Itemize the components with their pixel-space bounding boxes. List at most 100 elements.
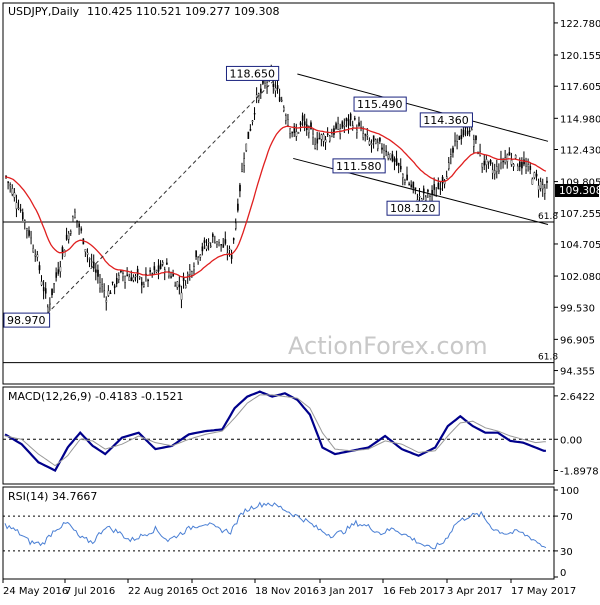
macd-y-tick-label: 2.6422	[560, 392, 595, 403]
candle-body	[546, 180, 548, 183]
candle-body	[533, 172, 536, 178]
candle-body	[414, 187, 417, 190]
candle-body	[72, 216, 74, 222]
candle-body	[337, 123, 339, 130]
candle-body	[97, 269, 99, 277]
candle-body	[120, 270, 122, 273]
rsi-y-tick-label: 100	[560, 486, 579, 497]
candle-body	[199, 254, 202, 258]
candle-body	[245, 143, 248, 151]
candle-body	[496, 166, 498, 172]
candle-body	[291, 131, 294, 134]
candle-body	[153, 266, 156, 270]
candle-body	[191, 271, 193, 276]
candle-body	[529, 165, 532, 170]
candle-body	[53, 283, 55, 285]
candle-body	[189, 269, 191, 275]
candle-body	[166, 262, 168, 265]
symbol-label: USDJPY,Daily	[8, 5, 80, 18]
price-ema	[4, 125, 547, 279]
candle-body	[366, 134, 369, 137]
candle-body	[101, 284, 103, 287]
candle-body	[504, 157, 507, 163]
candle-body	[65, 234, 68, 240]
candle-body	[502, 160, 504, 163]
candle-body	[516, 165, 519, 171]
candle-body	[67, 233, 70, 240]
date-tick-label: 5 Oct 2016	[192, 586, 247, 597]
candle-body	[374, 139, 377, 145]
candle-body	[253, 113, 256, 115]
candle-body	[462, 129, 465, 136]
price-y-tick-label: 117.605	[560, 82, 600, 93]
candle-body	[184, 285, 187, 289]
rsi-line	[4, 501, 547, 550]
candle-body	[149, 270, 152, 272]
rsi-title: RSI(14) 34.7667	[8, 490, 97, 503]
candle-body	[84, 249, 87, 253]
candle-body	[230, 254, 233, 259]
price-y-tick-label: 122.780	[560, 19, 600, 30]
rsi-y-tick-label: 30	[560, 547, 573, 558]
candle-body	[118, 275, 120, 280]
candle-body	[19, 209, 22, 211]
candle-body	[17, 207, 20, 210]
price-candles	[5, 64, 548, 317]
candle-body	[57, 269, 60, 274]
candle-body	[354, 118, 356, 120]
candle-body	[218, 239, 220, 243]
fib-level-label: 61.8	[538, 353, 558, 363]
candle-body	[349, 113, 352, 120]
annotation-box	[3, 312, 51, 328]
candle-body	[264, 82, 266, 87]
fib-level-label: 61.8	[538, 212, 558, 222]
candle-body	[475, 135, 477, 141]
rsi-y-tick-label: 0	[560, 568, 566, 579]
candle-body	[193, 266, 195, 271]
candle-body	[34, 254, 37, 257]
candle-body	[377, 142, 379, 149]
candle-body	[49, 302, 51, 305]
candle-body	[272, 83, 275, 87]
candle-body	[70, 231, 72, 234]
candle-body	[155, 270, 158, 273]
candle-body	[247, 131, 250, 139]
candle-body	[310, 122, 312, 130]
candle-body	[111, 281, 114, 284]
candle-body	[431, 189, 433, 195]
candle-body	[132, 277, 135, 281]
candle-body	[235, 222, 237, 229]
macd-line	[4, 390, 546, 472]
candle-body	[174, 285, 177, 287]
candle-body	[216, 240, 218, 245]
candle-body	[78, 223, 80, 228]
candle-body	[157, 265, 160, 272]
candle-body	[239, 184, 241, 192]
candle-body	[51, 288, 53, 296]
rsi-y-axis: 100 70 30 0	[554, 486, 579, 579]
candle-body	[343, 125, 346, 127]
candle-body	[324, 139, 327, 143]
candle-body	[368, 140, 371, 145]
candle-body	[542, 184, 544, 190]
candle-body	[362, 133, 365, 138]
price-trendlines	[46, 73, 549, 315]
candle-body	[402, 173, 404, 179]
candle-body	[443, 180, 446, 185]
candle-body	[452, 147, 454, 153]
candle-body	[322, 134, 325, 142]
candle-body	[147, 279, 149, 282]
price-y-tick-label: 102.080	[560, 272, 600, 283]
rsi-y-tick-label: 70	[560, 512, 573, 523]
candle-body	[471, 128, 473, 131]
candle-body	[186, 273, 189, 277]
candle-body	[318, 137, 321, 140]
price-y-tick-label: 107.255	[560, 209, 600, 220]
candle-body	[182, 277, 185, 282]
candle-body	[345, 118, 348, 122]
candle-body	[410, 184, 413, 188]
candle-body	[329, 135, 331, 142]
candle-body	[406, 174, 408, 181]
candle-body	[466, 130, 469, 135]
